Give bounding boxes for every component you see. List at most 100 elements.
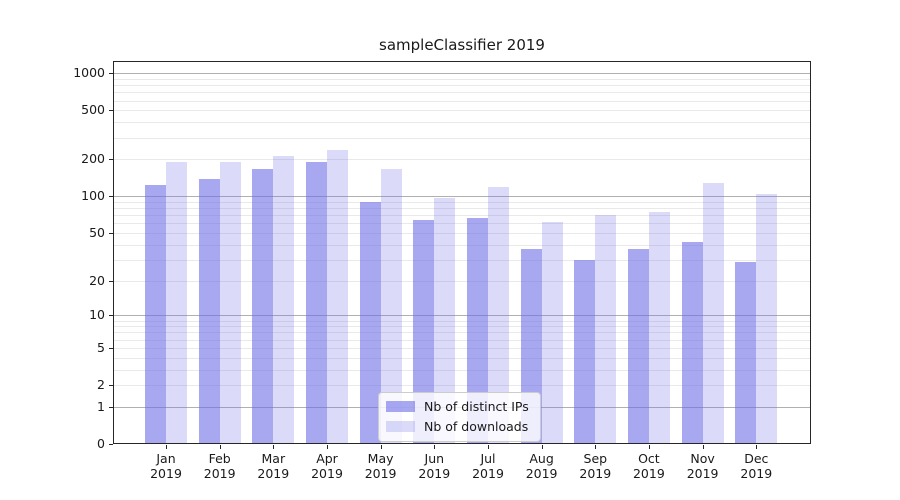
y-tick-label: 5 — [97, 339, 105, 355]
gridline-minor — [113, 339, 811, 341]
bar-nb-of-downloads-apr — [327, 149, 348, 444]
gridline-minor — [113, 85, 811, 87]
x-tick-mark — [756, 445, 758, 449]
bar-nb-of-distinct-ips-dec — [735, 261, 757, 444]
bar-nb-of-downloads-jan — [166, 162, 187, 444]
x-tick-label: Jun 2019 — [418, 451, 451, 481]
gridline-minor — [113, 244, 811, 246]
bar-nb-of-downloads-nov — [702, 183, 724, 444]
y-tick-mark — [109, 406, 113, 408]
y-tick-mark — [109, 196, 113, 198]
bar-nb-of-downloads-aug — [541, 221, 563, 444]
x-tick-mark — [327, 445, 328, 449]
gridline-minor — [113, 233, 811, 234]
gridline-major — [113, 73, 811, 75]
legend-swatch-downloads — [386, 421, 415, 432]
x-tick-mark — [541, 445, 543, 449]
x-tick-label: Dec 2019 — [740, 451, 773, 481]
bar-nb-of-distinct-ips-nov — [681, 242, 703, 444]
x-tick-label: Oct 2019 — [632, 451, 665, 481]
legend-item-downloads: Nb of downloads — [386, 419, 529, 434]
gridline-minor — [113, 385, 811, 387]
gridline-minor — [113, 137, 811, 139]
bar-nb-of-distinct-ips-sep — [574, 259, 596, 444]
legend-swatch-distinct-ips — [386, 401, 415, 412]
gridline-minor — [113, 347, 811, 349]
gridline-minor — [113, 100, 811, 102]
gridline-minor — [113, 202, 811, 203]
x-tick-mark — [273, 445, 275, 449]
x-tick-mark — [488, 445, 489, 449]
y-tick-label: 500 — [81, 102, 105, 118]
gridline-minor — [113, 79, 811, 80]
x-tick-label: Feb 2019 — [203, 451, 236, 481]
bar-nb-of-distinct-ips-apr — [306, 161, 327, 444]
legend-label-downloads: Nb of downloads — [424, 419, 529, 434]
y-tick-mark — [109, 233, 113, 234]
bar-nb-of-distinct-ips-feb — [198, 178, 220, 444]
bar-nb-of-downloads-oct — [648, 212, 670, 444]
x-tick-mark — [702, 445, 704, 449]
legend-item-distinct-ips: Nb of distinct IPs — [386, 399, 529, 414]
gridline-minor — [113, 280, 811, 282]
x-tick-label: Jan 2019 — [150, 451, 182, 481]
y-tick-label: 10 — [89, 307, 105, 323]
x-tick-label: Sep 2019 — [579, 451, 612, 481]
plot-area: Nb of distinct IPs Nb of downloads — [113, 61, 811, 444]
bar-nb-of-distinct-ips-jun — [413, 220, 435, 444]
y-tick-label: 0 — [97, 436, 105, 451]
bar-nb-of-downloads-sep — [595, 215, 617, 444]
gridline-minor — [113, 259, 811, 261]
gridline-minor — [113, 208, 811, 210]
gridline-minor — [113, 159, 811, 161]
gridline-minor — [113, 215, 811, 217]
gridline-minor — [113, 122, 811, 124]
chart-title: sampleClassifier 2019 — [379, 36, 545, 54]
y-tick-label: 200 — [81, 151, 105, 167]
gridline-minor — [113, 357, 811, 359]
gridline-minor — [113, 110, 811, 112]
gridline-minor — [113, 92, 811, 94]
legend-label-distinct-ips: Nb of distinct IPs — [424, 399, 529, 414]
x-tick-mark — [595, 445, 597, 449]
x-tick-mark — [219, 445, 221, 449]
x-tick-mark — [648, 445, 650, 449]
bar-nb-of-downloads-feb — [219, 162, 241, 444]
y-tick-mark — [109, 347, 113, 349]
bar-nb-of-distinct-ips-jul — [467, 217, 488, 444]
x-tick-label: May 2019 — [364, 451, 397, 481]
y-tick-mark — [109, 280, 113, 282]
gridline-minor — [113, 320, 811, 322]
y-tick-mark — [109, 110, 113, 112]
y-tick-label: 2 — [97, 377, 105, 393]
x-tick-label: Apr 2019 — [311, 451, 343, 481]
y-tick-label: 1000 — [73, 65, 105, 81]
gridline-minor — [113, 369, 811, 371]
bar-nb-of-distinct-ips-oct — [627, 248, 649, 444]
bar-nb-of-downloads-mar — [273, 155, 295, 444]
bar-nb-of-downloads-jun — [434, 198, 456, 444]
y-tick-mark — [109, 385, 113, 387]
bar-nb-of-downloads-dec — [756, 194, 778, 444]
x-tick-label: Jul 2019 — [472, 451, 504, 481]
gridline-minor — [113, 332, 811, 334]
gridline-minor — [113, 223, 811, 225]
y-tick-mark — [109, 315, 113, 317]
bar-nb-of-distinct-ips-may — [359, 202, 381, 444]
x-tick-mark — [434, 445, 436, 449]
y-tick-label: 50 — [89, 225, 105, 240]
bar-nb-of-downloads-jul — [488, 186, 509, 444]
gridline-minor — [113, 326, 811, 328]
bar-nb-of-distinct-ips-jan — [145, 184, 166, 444]
x-tick-label: Nov 2019 — [686, 451, 719, 481]
bar-nb-of-distinct-ips-mar — [252, 169, 274, 444]
y-tick-label: 20 — [89, 272, 105, 288]
gridline-major — [113, 196, 811, 198]
x-tick-mark — [166, 445, 167, 449]
y-tick-mark — [109, 159, 113, 161]
y-tick-mark — [109, 444, 113, 445]
y-tick-label: 100 — [81, 188, 105, 204]
x-tick-mark — [380, 445, 382, 449]
x-tick-label: Aug 2019 — [525, 451, 558, 481]
